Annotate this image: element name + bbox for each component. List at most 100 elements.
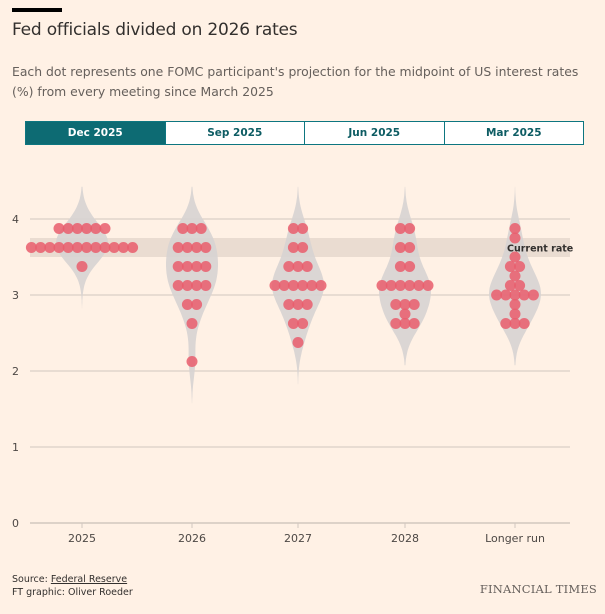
projection-dot bbox=[181, 261, 193, 272]
projection-dot bbox=[292, 337, 304, 348]
projection-dot bbox=[200, 261, 212, 272]
projection-dot bbox=[376, 280, 388, 291]
source-prefix: Source: bbox=[12, 574, 51, 585]
x-tick-label: 2026 bbox=[178, 532, 206, 545]
projection-dot bbox=[76, 261, 88, 272]
projection-dot bbox=[117, 242, 129, 253]
projection-dot bbox=[509, 232, 521, 244]
projection-dot bbox=[399, 308, 411, 320]
projection-dot bbox=[509, 318, 521, 329]
projection-dot bbox=[62, 223, 74, 234]
projection-dot bbox=[394, 280, 406, 291]
projection-dot bbox=[297, 318, 309, 329]
projection-dot bbox=[509, 223, 521, 234]
y-tick-label: 0 bbox=[12, 517, 19, 530]
projection-dot bbox=[292, 299, 304, 310]
projection-dot bbox=[509, 270, 521, 282]
dot-layer bbox=[25, 223, 539, 367]
chart-subtitle: Each dot represents one FOMC participant… bbox=[12, 64, 579, 99]
projection-dot bbox=[283, 299, 295, 310]
y-tick-label: 3 bbox=[12, 289, 19, 302]
x-tick-label: Longer run bbox=[485, 532, 545, 545]
chart-title: Fed officials divided on 2026 rates bbox=[12, 20, 298, 40]
projection-dot bbox=[191, 299, 203, 310]
projection-dot bbox=[509, 289, 521, 301]
tab-dec-2025[interactable]: Dec 2025 bbox=[26, 122, 165, 144]
projection-dot bbox=[172, 261, 184, 272]
tab-sep-2025[interactable]: Sep 2025 bbox=[164, 122, 305, 144]
projection-dot bbox=[404, 261, 416, 272]
source-link[interactable]: Federal Reserve bbox=[50, 574, 128, 585]
y-tick-label: 1 bbox=[12, 441, 19, 454]
projection-dot bbox=[514, 261, 526, 272]
projection-dot bbox=[172, 280, 184, 291]
tab-mar-2025[interactable]: Mar 2025 bbox=[443, 122, 584, 144]
projection-dot bbox=[90, 223, 102, 234]
projection-dot bbox=[191, 242, 203, 253]
x-tick-label: 2028 bbox=[391, 532, 419, 545]
source-line: Source: Federal Reserve bbox=[12, 573, 133, 586]
projection-dot bbox=[287, 318, 299, 329]
y-tick-label: 2 bbox=[12, 365, 19, 378]
projection-dot bbox=[500, 289, 512, 301]
projection-dot bbox=[99, 223, 111, 234]
projection-dot bbox=[394, 261, 406, 272]
projection-dot bbox=[71, 242, 83, 253]
projection-dot bbox=[81, 223, 93, 234]
projection-dot bbox=[35, 242, 47, 253]
current-rate-label: Current rate bbox=[507, 244, 573, 255]
projection-dot bbox=[177, 223, 189, 234]
projection-dot bbox=[25, 242, 37, 253]
projection-dot bbox=[99, 242, 111, 253]
projection-dot bbox=[504, 280, 516, 291]
projection-dot bbox=[191, 261, 203, 272]
projection-dot bbox=[71, 223, 83, 234]
projection-dot bbox=[297, 242, 309, 253]
projection-dot bbox=[186, 223, 198, 234]
projection-dot bbox=[186, 318, 198, 329]
tab-jun-2025[interactable]: Jun 2025 bbox=[304, 122, 444, 144]
projection-dot bbox=[181, 280, 193, 291]
dot-plot-chart: 0 1 2 3 4 2025 2026 2027 2028 Longer run Current r… bbox=[12, 186, 573, 545]
projection-dot bbox=[404, 280, 416, 291]
footer: Source: Federal Reserve FT graphic: Oliv… bbox=[12, 573, 133, 599]
projection-dot bbox=[90, 242, 102, 253]
projection-dot bbox=[527, 289, 539, 301]
projection-dot bbox=[181, 299, 193, 310]
projection-dot bbox=[127, 242, 139, 253]
projection-dot bbox=[404, 223, 416, 234]
projection-dot bbox=[200, 242, 212, 253]
label-layer: 0 1 2 3 4 2025 2026 2027 2028 Longer run Current r… bbox=[12, 213, 573, 545]
projection-dot bbox=[200, 280, 212, 291]
projection-dot bbox=[108, 242, 120, 253]
y-tick-label: 4 bbox=[12, 213, 19, 226]
projection-dot bbox=[413, 280, 425, 291]
projection-dot bbox=[172, 242, 184, 253]
projection-dot bbox=[62, 242, 74, 253]
header-accent-bar bbox=[12, 8, 62, 12]
projection-dot bbox=[44, 242, 56, 253]
projection-dot bbox=[491, 289, 503, 301]
projection-dot bbox=[278, 280, 290, 291]
projection-dot bbox=[287, 242, 299, 253]
projection-dot bbox=[518, 289, 530, 301]
projection-dot bbox=[186, 356, 198, 367]
projection-dot bbox=[500, 318, 512, 329]
projection-dot bbox=[315, 280, 327, 291]
x-tick-label: 2027 bbox=[284, 532, 312, 545]
projection-dot bbox=[181, 242, 193, 253]
projection-dot bbox=[509, 251, 521, 263]
projection-dot bbox=[408, 318, 420, 329]
projection-dot bbox=[53, 223, 65, 234]
credit-line: FT graphic: Oliver Roeder bbox=[12, 587, 133, 598]
projection-dot bbox=[509, 308, 521, 320]
projection-dot bbox=[287, 280, 299, 291]
ft-logo: FINANCIAL TIMES bbox=[479, 582, 597, 596]
violin-2028 bbox=[379, 186, 431, 366]
x-tick-label: 2025 bbox=[68, 532, 96, 545]
projection-dot bbox=[504, 261, 516, 272]
projection-dot bbox=[408, 299, 420, 310]
projection-dot bbox=[81, 242, 93, 253]
projection-dot bbox=[269, 280, 281, 291]
projection-dot bbox=[509, 299, 521, 310]
